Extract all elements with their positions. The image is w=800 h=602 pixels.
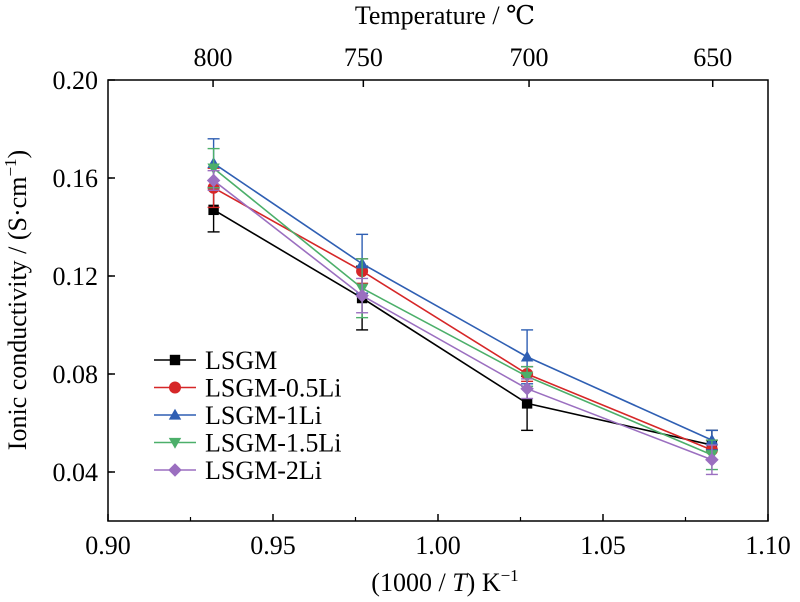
legend-label: LSGM [205, 346, 277, 375]
series-line [213, 187, 713, 451]
data-point [705, 433, 719, 445]
x-tick-label: 1.10 [745, 531, 791, 560]
legend-marker [168, 437, 182, 449]
y-tick-label: 0.08 [53, 360, 99, 389]
legend-label: LSGM-1.5Li [205, 429, 342, 458]
legend-marker [169, 381, 181, 394]
series-line [213, 179, 713, 461]
legend-marker [168, 463, 182, 477]
data-point [206, 173, 221, 188]
series-lsgm-2li [206, 169, 719, 476]
data-point [521, 398, 533, 409]
data-point [208, 204, 219, 216]
legend-label: LSGM-0.5Li [205, 374, 342, 403]
x-tick-label: 1.05 [580, 531, 626, 560]
y-axis-title-exponent: −1 [1, 158, 20, 176]
top-axis-title: Temperature / ℃ [355, 1, 535, 30]
y-tick-label: 0.12 [53, 262, 99, 291]
x-axis-title: (1000 / T) K−1 [371, 566, 518, 597]
series-layer [206, 138, 719, 476]
legend-entry: LSGM [154, 346, 277, 375]
legend-marker [168, 408, 182, 420]
top-tick-label: 650 [693, 43, 732, 72]
top-tick-label: 750 [344, 43, 383, 72]
y-tick-label: 0.16 [53, 164, 99, 193]
data-point [207, 163, 220, 175]
y-axis-title-end: ) [3, 150, 32, 159]
top-tick-label: 700 [510, 43, 549, 72]
y-axis-title-main: Ionic conductivity / (S·cm [3, 177, 32, 451]
data-point [520, 350, 534, 362]
x-tick-label: 0.90 [85, 531, 131, 560]
y-tick-label: 0.04 [53, 458, 99, 487]
legend-label: LSGM-2Li [205, 456, 322, 485]
axes-layer: 0.90 0.95 1.00 1.05 1.10 0.04 0.08 0.12 0.16 0.20… [1, 1, 791, 597]
x-tick-label: 0.95 [250, 531, 296, 560]
y-axis-title: Ionic conductivity / (S·cm−1) [1, 150, 32, 450]
series-line [213, 162, 713, 441]
x-axis-title-variable: T [452, 568, 468, 597]
legend-entry: LSGM-0.5Li [154, 374, 342, 403]
x-axis-title-exponent: −1 [501, 566, 519, 585]
data-point [520, 381, 534, 396]
legend-marker [169, 354, 181, 366]
x-axis-title-prefix: (1000 / [371, 568, 452, 597]
series-line [213, 167, 713, 456]
x-axis-title-unit: ) K [467, 568, 501, 597]
data-point [355, 288, 369, 303]
legend-entry: LSGM-2Li [154, 456, 322, 485]
data-point [705, 452, 719, 467]
legend-entry: LSGM-1Li [154, 401, 322, 430]
y-tick-label: 0.20 [53, 66, 99, 95]
x-tick-label: 1.00 [415, 531, 461, 560]
legend-entry: LSGM-1.5Li [154, 429, 342, 458]
top-tick-label: 800 [194, 43, 233, 72]
data-point [520, 371, 534, 383]
legend-label: LSGM-1Li [205, 401, 322, 430]
